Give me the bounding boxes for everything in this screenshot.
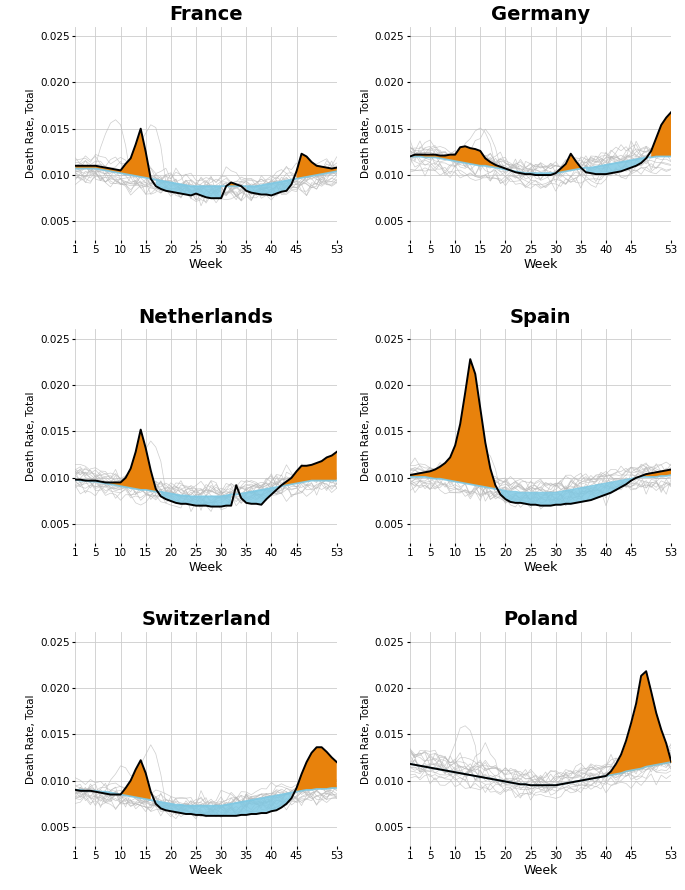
Title: France: France	[169, 4, 243, 24]
Y-axis label: Death Rate, Total: Death Rate, Total	[26, 694, 36, 783]
Title: Germany: Germany	[491, 4, 590, 24]
X-axis label: Week: Week	[523, 561, 558, 574]
X-axis label: Week: Week	[523, 864, 558, 877]
Y-axis label: Death Rate, Total: Death Rate, Total	[26, 392, 36, 481]
X-axis label: Week: Week	[523, 258, 558, 271]
X-axis label: Week: Week	[189, 561, 223, 574]
X-axis label: Week: Week	[189, 864, 223, 877]
X-axis label: Week: Week	[189, 258, 223, 271]
Title: Switzerland: Switzerland	[141, 611, 271, 629]
Title: Poland: Poland	[503, 611, 578, 629]
Y-axis label: Death Rate, Total: Death Rate, Total	[26, 89, 36, 178]
Y-axis label: Death Rate, Total: Death Rate, Total	[360, 89, 371, 178]
Y-axis label: Death Rate, Total: Death Rate, Total	[360, 694, 371, 783]
Title: Netherlands: Netherlands	[138, 308, 273, 327]
Y-axis label: Death Rate, Total: Death Rate, Total	[360, 392, 371, 481]
Title: Spain: Spain	[510, 308, 571, 327]
